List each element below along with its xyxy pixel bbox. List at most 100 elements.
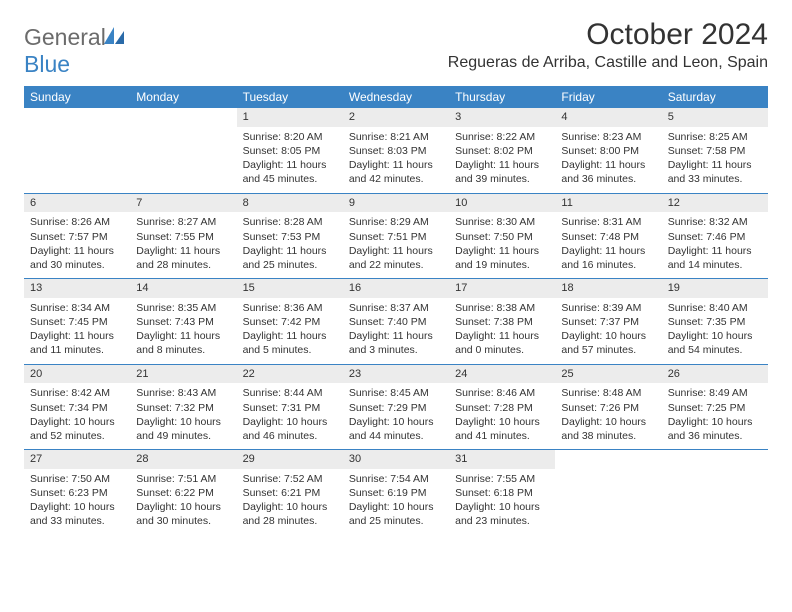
day-body: Sunrise: 8:38 AMSunset: 7:38 PMDaylight:…	[449, 298, 555, 364]
day-cell: 20Sunrise: 8:42 AMSunset: 7:34 PMDayligh…	[24, 365, 130, 450]
sunrise-text: Sunrise: 8:42 AM	[30, 386, 124, 400]
day-cell: 28Sunrise: 7:51 AMSunset: 6:22 PMDayligh…	[130, 450, 236, 535]
sunset-text: Sunset: 7:50 PM	[455, 230, 549, 244]
sunrise-text: Sunrise: 8:22 AM	[455, 130, 549, 144]
day-body: Sunrise: 8:39 AMSunset: 7:37 PMDaylight:…	[555, 298, 661, 364]
sunset-text: Sunset: 7:38 PM	[455, 315, 549, 329]
logo-word2: Blue	[24, 51, 70, 77]
calendar-grid: SundayMondayTuesdayWednesdayThursdayFrid…	[24, 86, 768, 535]
day-number: 10	[449, 194, 555, 213]
sunrise-text: Sunrise: 8:21 AM	[349, 130, 443, 144]
day-cell: 29Sunrise: 7:52 AMSunset: 6:21 PMDayligh…	[237, 450, 343, 535]
day-body: Sunrise: 7:51 AMSunset: 6:22 PMDaylight:…	[130, 469, 236, 535]
day-cell: 31Sunrise: 7:55 AMSunset: 6:18 PMDayligh…	[449, 450, 555, 535]
day-number: 7	[130, 194, 236, 213]
day-body: Sunrise: 8:22 AMSunset: 8:02 PMDaylight:…	[449, 127, 555, 193]
day-number: 8	[237, 194, 343, 213]
day-body: Sunrise: 8:34 AMSunset: 7:45 PMDaylight:…	[24, 298, 130, 364]
day-header: Sunday	[24, 86, 130, 108]
day-number: 30	[343, 450, 449, 469]
sunset-text: Sunset: 7:58 PM	[668, 144, 762, 158]
day-body: Sunrise: 8:20 AMSunset: 8:05 PMDaylight:…	[237, 127, 343, 193]
day-body: Sunrise: 8:40 AMSunset: 7:35 PMDaylight:…	[662, 298, 768, 364]
sunrise-text: Sunrise: 7:51 AM	[136, 472, 230, 486]
day-cell: 25Sunrise: 8:48 AMSunset: 7:26 PMDayligh…	[555, 365, 661, 450]
daylight-text: Daylight: 11 hours and 36 minutes.	[561, 158, 655, 186]
sunrise-text: Sunrise: 8:30 AM	[455, 215, 549, 229]
sunrise-text: Sunrise: 7:50 AM	[30, 472, 124, 486]
day-body: Sunrise: 8:29 AMSunset: 7:51 PMDaylight:…	[343, 212, 449, 278]
logo-text-wrap: General Blue	[24, 24, 126, 78]
day-number: 27	[24, 450, 130, 469]
day-cell: 2Sunrise: 8:21 AMSunset: 8:03 PMDaylight…	[343, 108, 449, 193]
day-body: Sunrise: 8:28 AMSunset: 7:53 PMDaylight:…	[237, 212, 343, 278]
day-number: 11	[555, 194, 661, 213]
sunset-text: Sunset: 8:05 PM	[243, 144, 337, 158]
day-cell: 17Sunrise: 8:38 AMSunset: 7:38 PMDayligh…	[449, 279, 555, 364]
day-body: Sunrise: 8:45 AMSunset: 7:29 PMDaylight:…	[343, 383, 449, 449]
sunrise-text: Sunrise: 8:36 AM	[243, 301, 337, 315]
day-body: Sunrise: 8:23 AMSunset: 8:00 PMDaylight:…	[555, 127, 661, 193]
day-number: 23	[343, 365, 449, 384]
week-row: 13Sunrise: 8:34 AMSunset: 7:45 PMDayligh…	[24, 279, 768, 365]
week-row: 6Sunrise: 8:26 AMSunset: 7:57 PMDaylight…	[24, 194, 768, 280]
sunset-text: Sunset: 6:22 PM	[136, 486, 230, 500]
daylight-text: Daylight: 11 hours and 0 minutes.	[455, 329, 549, 357]
day-cell: 24Sunrise: 8:46 AMSunset: 7:28 PMDayligh…	[449, 365, 555, 450]
sunrise-text: Sunrise: 8:48 AM	[561, 386, 655, 400]
day-number: 20	[24, 365, 130, 384]
day-number: 4	[555, 108, 661, 127]
sunset-text: Sunset: 7:31 PM	[243, 401, 337, 415]
day-number: 13	[24, 279, 130, 298]
day-body: Sunrise: 8:32 AMSunset: 7:46 PMDaylight:…	[662, 212, 768, 278]
daylight-text: Daylight: 10 hours and 52 minutes.	[30, 415, 124, 443]
sunrise-text: Sunrise: 8:37 AM	[349, 301, 443, 315]
weeks-container: 1Sunrise: 8:20 AMSunset: 8:05 PMDaylight…	[24, 108, 768, 535]
sunrise-text: Sunrise: 8:46 AM	[455, 386, 549, 400]
day-header: Tuesday	[237, 86, 343, 108]
day-body: Sunrise: 8:21 AMSunset: 8:03 PMDaylight:…	[343, 127, 449, 193]
day-cell: 22Sunrise: 8:44 AMSunset: 7:31 PMDayligh…	[237, 365, 343, 450]
week-row: 1Sunrise: 8:20 AMSunset: 8:05 PMDaylight…	[24, 108, 768, 194]
day-body: Sunrise: 7:54 AMSunset: 6:19 PMDaylight:…	[343, 469, 449, 535]
logo: General Blue	[24, 24, 126, 78]
day-header: Friday	[555, 86, 661, 108]
day-cell: 10Sunrise: 8:30 AMSunset: 7:50 PMDayligh…	[449, 194, 555, 279]
daylight-text: Daylight: 10 hours and 38 minutes.	[561, 415, 655, 443]
day-body: Sunrise: 8:42 AMSunset: 7:34 PMDaylight:…	[24, 383, 130, 449]
sunrise-text: Sunrise: 8:43 AM	[136, 386, 230, 400]
day-number: 18	[555, 279, 661, 298]
day-number: 24	[449, 365, 555, 384]
day-cell: 19Sunrise: 8:40 AMSunset: 7:35 PMDayligh…	[662, 279, 768, 364]
sunset-text: Sunset: 7:42 PM	[243, 315, 337, 329]
daylight-text: Daylight: 11 hours and 3 minutes.	[349, 329, 443, 357]
day-cell: 5Sunrise: 8:25 AMSunset: 7:58 PMDaylight…	[662, 108, 768, 193]
day-number: 28	[130, 450, 236, 469]
daylight-text: Daylight: 11 hours and 11 minutes.	[30, 329, 124, 357]
day-body: Sunrise: 7:50 AMSunset: 6:23 PMDaylight:…	[24, 469, 130, 535]
day-number: 17	[449, 279, 555, 298]
daylight-text: Daylight: 11 hours and 25 minutes.	[243, 244, 337, 272]
daylight-text: Daylight: 11 hours and 19 minutes.	[455, 244, 549, 272]
day-cell: 14Sunrise: 8:35 AMSunset: 7:43 PMDayligh…	[130, 279, 236, 364]
sunrise-text: Sunrise: 8:38 AM	[455, 301, 549, 315]
daylight-text: Daylight: 10 hours and 41 minutes.	[455, 415, 549, 443]
sunrise-text: Sunrise: 8:26 AM	[30, 215, 124, 229]
sunset-text: Sunset: 7:48 PM	[561, 230, 655, 244]
day-body: Sunrise: 8:30 AMSunset: 7:50 PMDaylight:…	[449, 212, 555, 278]
day-number: 9	[343, 194, 449, 213]
day-number: 25	[555, 365, 661, 384]
day-number: 29	[237, 450, 343, 469]
sunset-text: Sunset: 7:40 PM	[349, 315, 443, 329]
sunset-text: Sunset: 7:35 PM	[668, 315, 762, 329]
day-cell: 6Sunrise: 8:26 AMSunset: 7:57 PMDaylight…	[24, 194, 130, 279]
empty-cell	[662, 450, 768, 535]
daylight-text: Daylight: 11 hours and 22 minutes.	[349, 244, 443, 272]
day-body: Sunrise: 7:55 AMSunset: 6:18 PMDaylight:…	[449, 469, 555, 535]
daylight-text: Daylight: 11 hours and 16 minutes.	[561, 244, 655, 272]
day-number: 14	[130, 279, 236, 298]
day-number: 15	[237, 279, 343, 298]
sunrise-text: Sunrise: 8:28 AM	[243, 215, 337, 229]
daylight-text: Daylight: 11 hours and 28 minutes.	[136, 244, 230, 272]
day-cell: 26Sunrise: 8:49 AMSunset: 7:25 PMDayligh…	[662, 365, 768, 450]
